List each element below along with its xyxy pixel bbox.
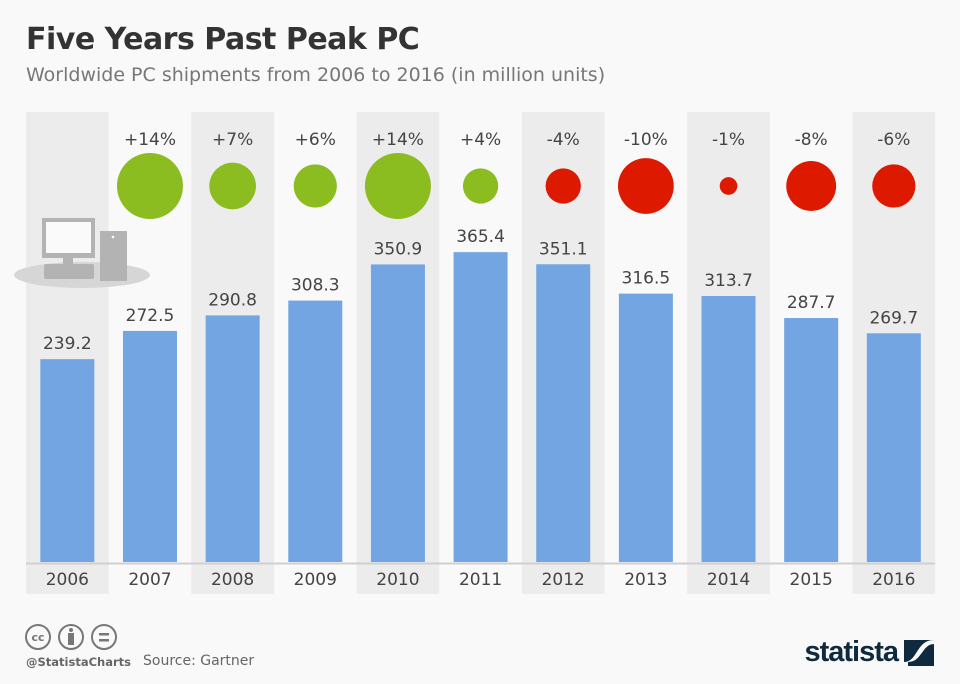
value-label-2014: 313.7 <box>704 271 753 291</box>
year-label-2015: 2015 <box>790 570 833 590</box>
year-label-2006: 2006 <box>46 570 89 590</box>
bar-2015 <box>784 318 839 562</box>
desktop-pc-icon <box>14 218 150 288</box>
value-label-2006: 239.2 <box>43 334 92 354</box>
bar-2008 <box>205 315 260 562</box>
svg-text:cc: cc <box>31 631 44 644</box>
year-label-2013: 2013 <box>624 570 667 590</box>
bar-2010 <box>370 264 425 562</box>
source-note: Source: Gartner <box>143 653 255 669</box>
yoy-label-2013: -10% <box>624 130 668 150</box>
yoy-label-2015: -8% <box>795 130 828 150</box>
attribution-icon <box>58 624 84 650</box>
yoy-label-2008: +7% <box>212 130 253 150</box>
yoy-label-2014: -1% <box>712 130 745 150</box>
yoy-bubble-2011 <box>462 168 499 204</box>
bar-2007 <box>122 330 177 562</box>
year-label-2016: 2016 <box>872 570 915 590</box>
value-label-2011: 365.4 <box>456 227 505 247</box>
bar-2013 <box>618 293 673 562</box>
yoy-bubble-2015 <box>786 161 837 211</box>
twitter-handle[interactable]: @StatistaCharts <box>26 655 131 669</box>
statista-logo-mark-icon <box>904 639 934 666</box>
chart-subtitle: Worldwide PC shipments from 2006 to 2016… <box>26 64 606 86</box>
cc-icon: cc <box>25 624 51 650</box>
yoy-label-2007: +14% <box>124 130 176 150</box>
year-label-2011: 2011 <box>459 570 502 590</box>
yoy-label-2009: +6% <box>295 130 336 150</box>
value-label-2013: 316.5 <box>622 269 671 289</box>
bar-2012 <box>536 264 591 562</box>
value-label-2012: 351.1 <box>539 239 588 259</box>
statista-logo[interactable]: statista <box>804 636 934 669</box>
yoy-bubble-2008 <box>209 162 256 210</box>
yoy-label-2012: -4% <box>547 130 580 150</box>
bar-2016 <box>866 333 921 562</box>
value-label-2007: 272.5 <box>126 306 175 326</box>
bar-2011 <box>453 252 508 562</box>
yoy-bubble-2014 <box>719 177 738 195</box>
yoy-bubble-2012 <box>545 168 581 204</box>
yoy-bubble-2009 <box>293 164 337 208</box>
year-label-2012: 2012 <box>542 570 585 590</box>
value-label-2016: 269.7 <box>869 308 918 328</box>
logo-text: statista <box>804 636 899 668</box>
chart-title: Five Years Past Peak PC <box>26 22 420 57</box>
yoy-label-2016: -6% <box>877 130 910 150</box>
year-label-2007: 2007 <box>128 570 171 590</box>
bar-2006 <box>40 359 95 562</box>
yoy-bubble-2013 <box>617 158 674 214</box>
license-icons: cc <box>25 624 117 650</box>
no-derivatives-icon <box>91 624 117 650</box>
bar-2014 <box>701 295 756 562</box>
yoy-label-2010: +14% <box>372 130 424 150</box>
yoy-bubble-2010 <box>364 153 431 219</box>
value-label-2010: 350.9 <box>374 239 423 259</box>
year-label-2009: 2009 <box>294 570 337 590</box>
yoy-bubble-2016 <box>872 164 916 208</box>
yoy-bubble-2007 <box>116 153 183 219</box>
year-label-2008: 2008 <box>211 570 254 590</box>
bar-2009 <box>288 300 343 562</box>
yoy-label-2011: +4% <box>460 130 501 150</box>
value-label-2008: 290.8 <box>208 290 257 310</box>
year-label-2010: 2010 <box>376 570 419 590</box>
year-label-2014: 2014 <box>707 570 750 590</box>
value-label-2009: 308.3 <box>291 276 340 296</box>
value-label-2015: 287.7 <box>787 293 836 313</box>
